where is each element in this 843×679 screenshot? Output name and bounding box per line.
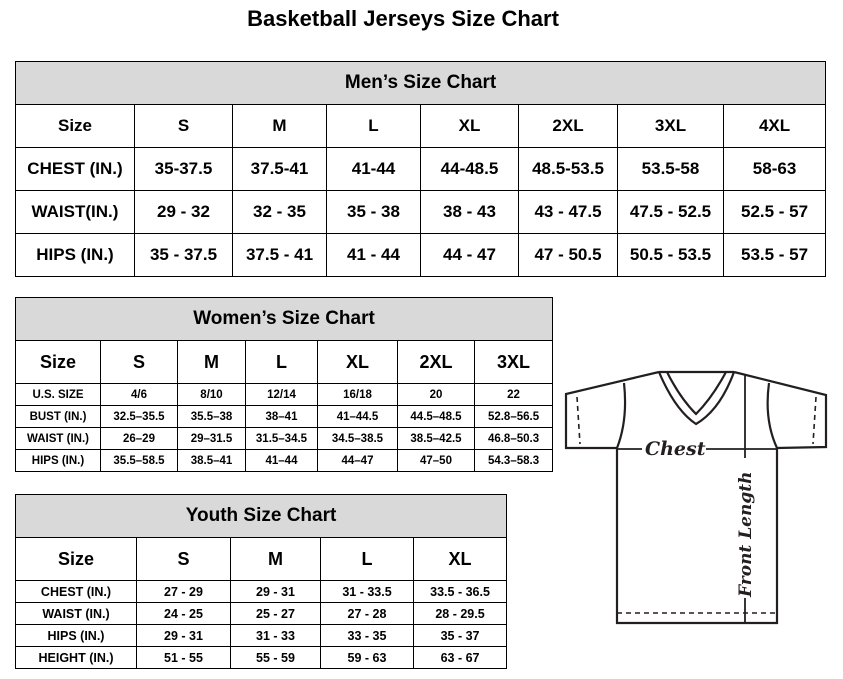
men-size-header-row: Size S M L XL 2XL 3XL 4XL xyxy=(15,104,827,148)
row-label: WAIST (IN.) xyxy=(15,602,137,625)
size-column-s: S xyxy=(136,537,231,581)
row-label: HIPS (IN.) xyxy=(15,624,137,647)
table-cell: 63 - 67 xyxy=(412,646,508,669)
table-cell: 35 - 38 xyxy=(326,190,421,234)
youth-table-heading: Youth Size Chart xyxy=(14,494,508,538)
table-cell: 52.5 - 57 xyxy=(722,190,827,234)
size-column-2xl: 2XL xyxy=(397,340,475,384)
table-cell: 41–44.5 xyxy=(317,405,398,428)
table-row: HIPS (IN.) 29 - 31 31 - 33 33 - 35 35 - 37 xyxy=(15,624,508,647)
chest-label: Chest xyxy=(645,438,706,460)
table-cell: 37.5 - 41 xyxy=(232,233,327,277)
row-label: WAIST(IN.) xyxy=(15,190,135,234)
page-title: Basketball Jerseys Size Chart xyxy=(247,6,559,31)
table-cell: 47 - 50.5 xyxy=(518,233,618,277)
table-cell: 31.5–34.5 xyxy=(245,427,318,450)
table-cell: 32 - 35 xyxy=(232,190,327,234)
row-label: CHEST (IN.) xyxy=(15,580,137,603)
size-column-l: L xyxy=(326,104,421,148)
size-column-2xl: 2XL xyxy=(518,104,618,148)
size-column-l: L xyxy=(245,340,318,384)
table-cell: 41-44 xyxy=(326,147,421,191)
size-column-xl: XL xyxy=(412,537,508,581)
table-cell: 47–50 xyxy=(397,449,475,472)
table-cell: 31 - 33.5 xyxy=(320,580,414,603)
table-cell: 43 - 47.5 xyxy=(518,190,618,234)
table-cell: 44-48.5 xyxy=(420,147,519,191)
front-length-label: Front Length xyxy=(736,472,756,598)
table-cell: 16/18 xyxy=(317,383,398,406)
table-cell: 48.5-53.5 xyxy=(518,147,618,191)
table-row: CHEST (IN.) 27 - 29 29 - 31 31 - 33.5 33.5 -… xyxy=(15,580,508,603)
table-cell: 41 - 44 xyxy=(326,233,421,277)
table-cell: 59 - 63 xyxy=(320,646,414,669)
table-cell: 28 - 29.5 xyxy=(412,602,508,625)
row-label: HIPS (IN.) xyxy=(15,449,101,472)
size-label: Size xyxy=(15,537,137,581)
table-cell: 44.5–48.5 xyxy=(397,405,475,428)
size-column-xl: XL xyxy=(420,104,519,148)
table-row: WAIST (IN.) 26–29 29–31.5 31.5–34.5 34.5–38.… xyxy=(15,427,554,450)
table-row: HIPS (IN.) 35.5–58.5 38.5–41 41–44 44–47 47–5… xyxy=(15,449,554,472)
table-cell: 35.5–38 xyxy=(177,405,246,428)
table-cell: 58-63 xyxy=(722,147,827,191)
mens-table-heading: Men’s Size Chart xyxy=(14,61,827,105)
table-cell: 35.5–58.5 xyxy=(100,449,178,472)
youth-size-table: Youth Size Chart Size S M L XL CHEST (IN.) 27 … xyxy=(14,494,508,669)
table-row: WAIST (IN.) 24 - 25 25 - 27 27 - 28 28 - 29.… xyxy=(15,602,508,625)
table-cell: 38.5–42.5 xyxy=(397,427,475,450)
row-label: HEIGHT (IN.) xyxy=(15,646,137,669)
table-cell: 41–44 xyxy=(245,449,318,472)
table-cell: 29 - 31 xyxy=(136,624,231,647)
table-cell: 54.3–58.3 xyxy=(473,449,554,472)
table-cell: 53.5-58 xyxy=(617,147,724,191)
table-row: WAIST(IN.) 29 - 32 32 - 35 35 - 38 38 - 43 43… xyxy=(15,190,827,234)
table-cell: 29–31.5 xyxy=(177,427,246,450)
size-column-l: L xyxy=(320,537,414,581)
size-column-s: S xyxy=(134,104,233,148)
table-cell: 51 - 55 xyxy=(136,646,231,669)
table-cell: 35 - 37.5 xyxy=(134,233,233,277)
hem-seam-lines xyxy=(576,396,817,614)
row-label: HIPS (IN.) xyxy=(15,233,135,277)
size-column-3xl: 3XL xyxy=(617,104,724,148)
womens-size-table: Women’s Size Chart Size S M L XL 2XL 3XL U.S. S… xyxy=(14,297,554,472)
table-row: HEIGHT (IN.) 51 - 55 55 - 59 59 - 63 63 - 67 xyxy=(15,646,508,669)
row-label: CHEST (IN.) xyxy=(15,147,135,191)
size-label: Size xyxy=(15,340,101,384)
table-cell: 53.5 - 57 xyxy=(722,233,827,277)
table-row: BUST (IN.) 32.5–35.5 35.5–38 38–41 41–44.5 44… xyxy=(15,405,554,428)
jersey-outline xyxy=(564,370,828,625)
table-cell: 38 - 43 xyxy=(420,190,519,234)
table-cell: 31 - 33 xyxy=(230,624,321,647)
table-cell: 27 - 29 xyxy=(136,580,231,603)
size-column-m: M xyxy=(232,104,327,148)
table-cell: 20 xyxy=(397,383,475,406)
youth-size-header-row: Size S M L XL xyxy=(15,537,508,581)
size-column-xl: XL xyxy=(317,340,398,384)
table-row: CHEST (IN.) 35-37.5 37.5-41 41-44 44-48.5 48.… xyxy=(15,147,827,191)
size-column-m: M xyxy=(230,537,321,581)
table-cell: 29 - 31 xyxy=(230,580,321,603)
table-cell: 55 - 59 xyxy=(230,646,321,669)
mens-size-table: Men’s Size Chart Size S M L XL 2XL 3XL 4XL CHEST… xyxy=(14,61,827,277)
table-cell: 44–47 xyxy=(317,449,398,472)
table-cell: 52.8–56.5 xyxy=(473,405,554,428)
table-cell: 38.5–41 xyxy=(177,449,246,472)
table-row: HIPS (IN.) 35 - 37.5 37.5 - 41 41 - 44 44 - … xyxy=(15,233,827,277)
